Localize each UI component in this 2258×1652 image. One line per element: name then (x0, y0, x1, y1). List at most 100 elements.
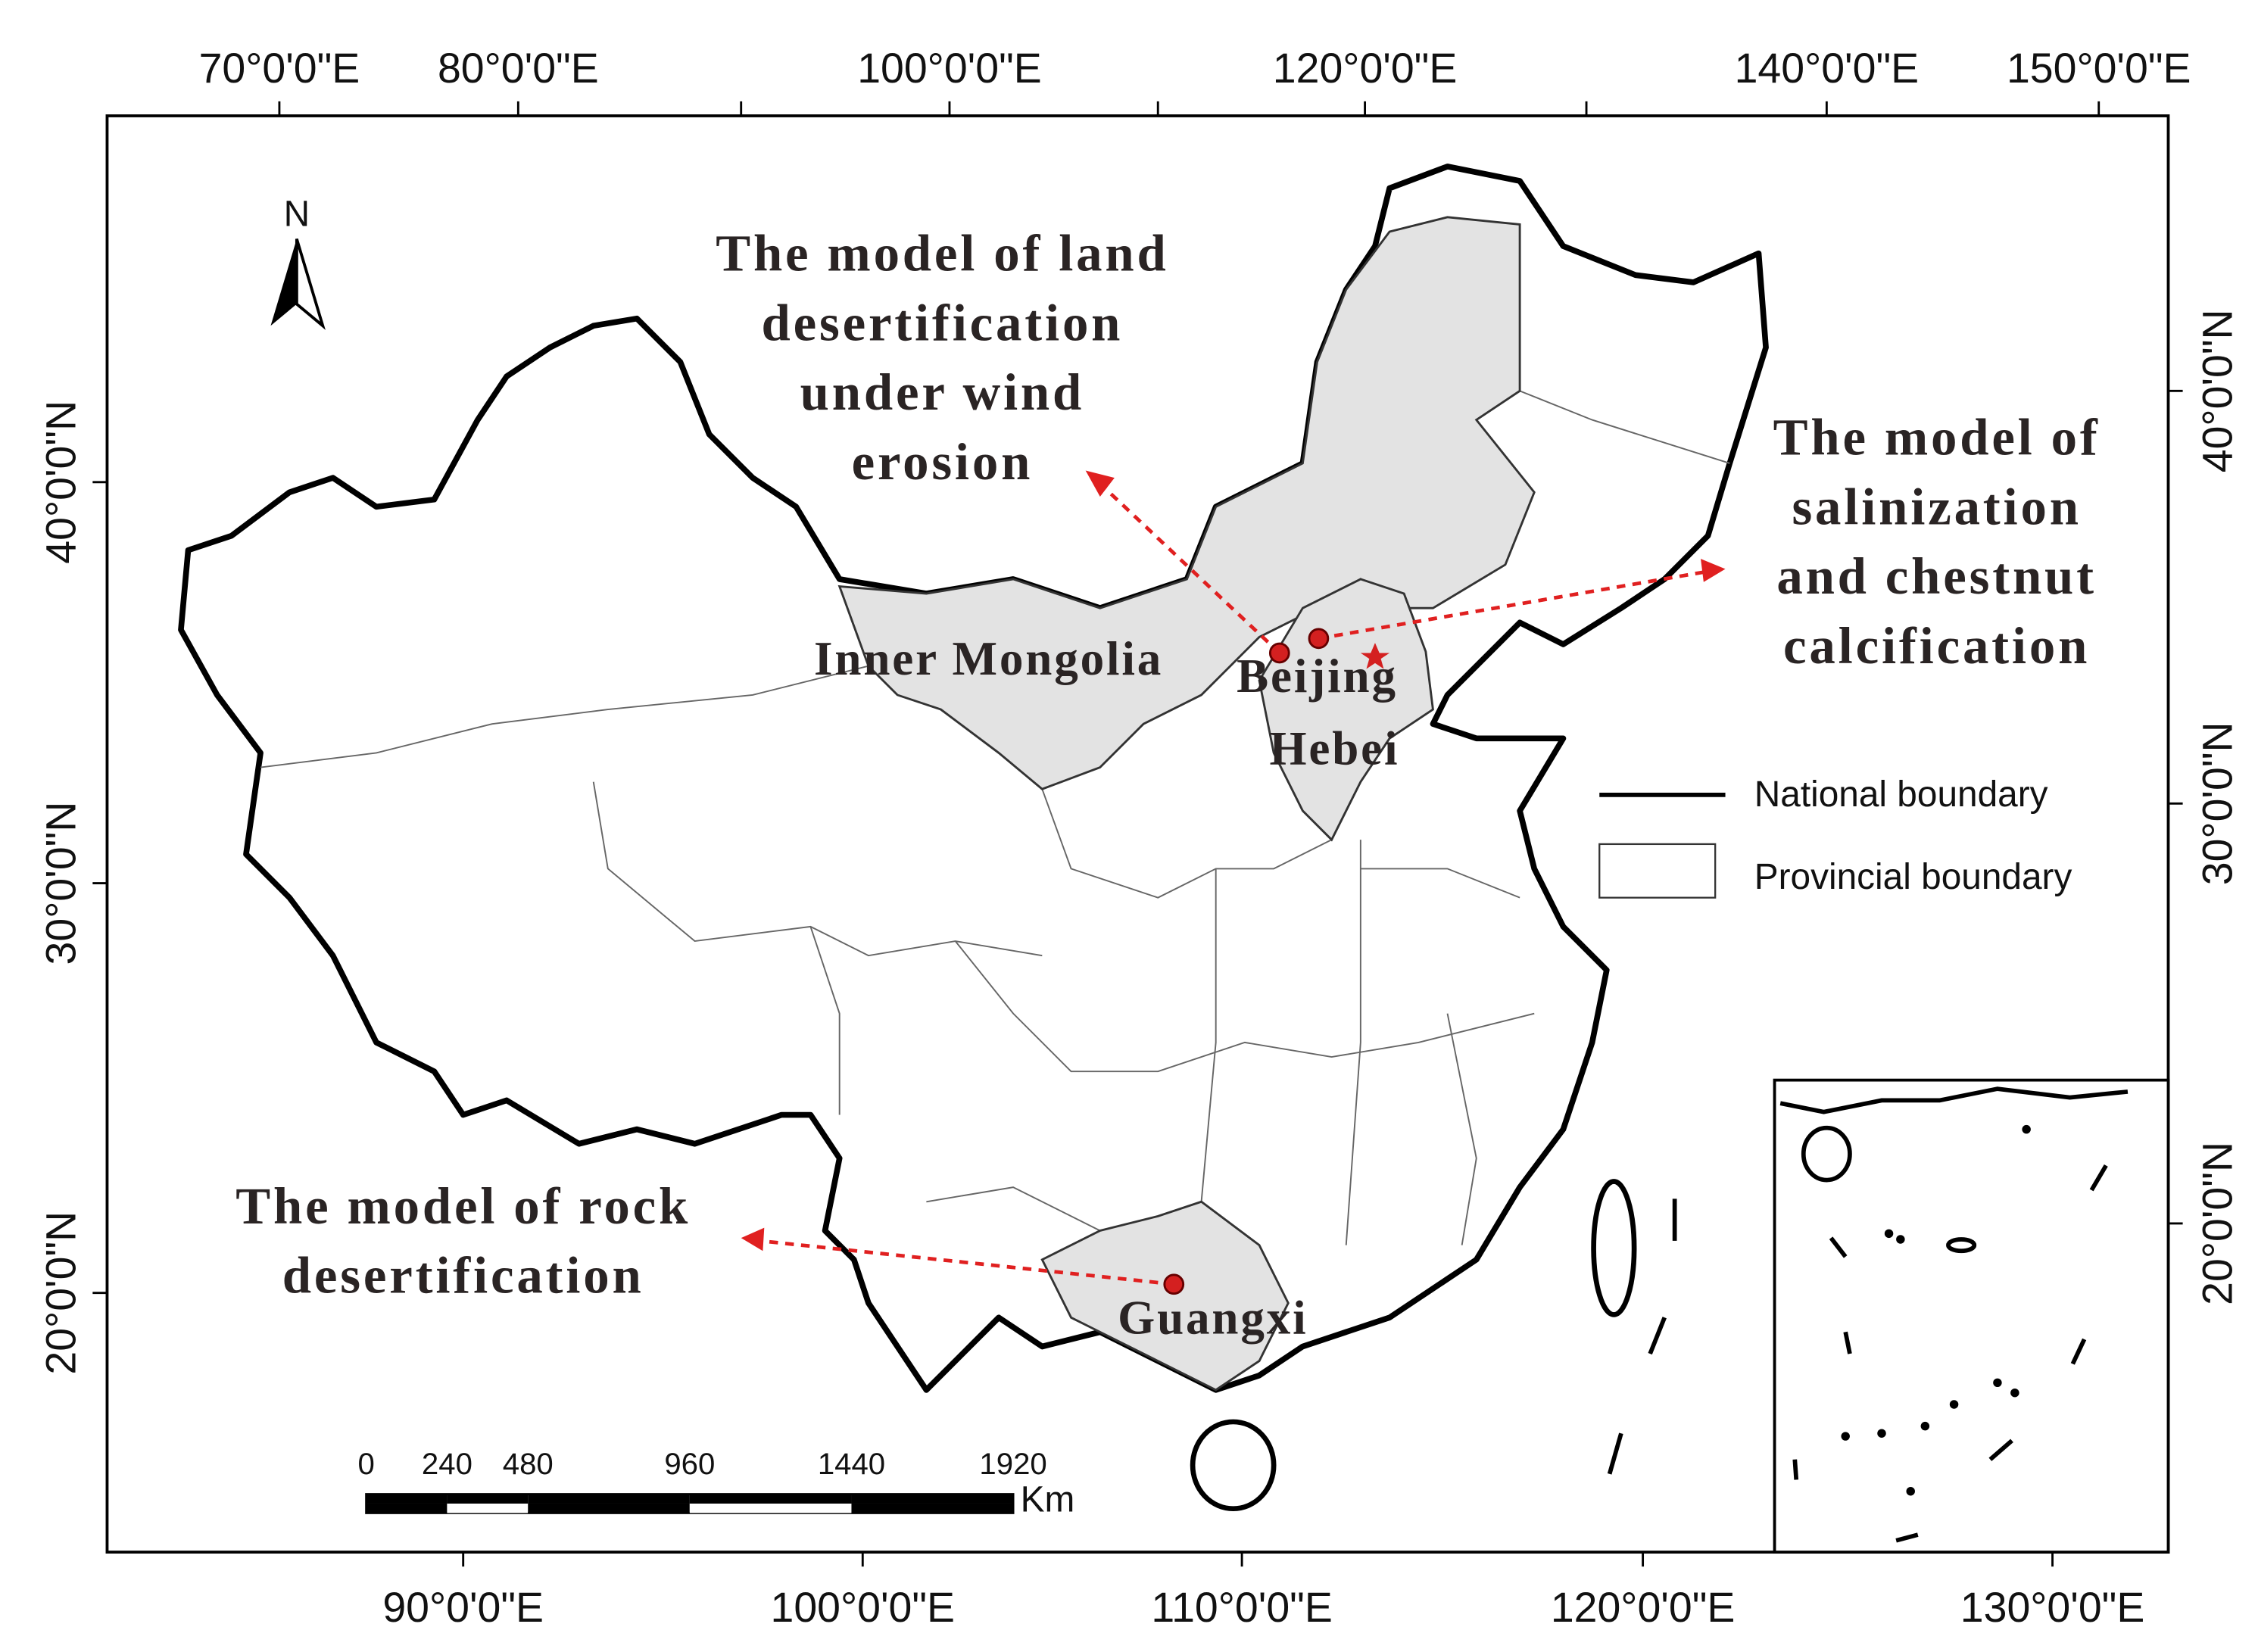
scale-segment (528, 1494, 690, 1504)
province-line (954, 940, 1535, 1073)
top-longitude-label: 120°0'0"E (1273, 45, 1458, 92)
islet (1884, 1229, 1894, 1239)
hainan-island (1190, 1419, 1277, 1512)
annotation-line: under wind (800, 363, 1084, 421)
annotation-line: salinization (1792, 478, 2081, 535)
annotation-line: The model of rock (235, 1177, 691, 1235)
province-line (1360, 868, 1520, 899)
dash (1895, 1532, 1919, 1543)
top-longitude-label: 80°0'0"E (438, 45, 599, 92)
annotation-line: The model of land (716, 225, 1168, 282)
scale-tick-label: 1440 (818, 1447, 885, 1481)
north-arrow: N (270, 194, 326, 330)
scale-segment (851, 1494, 1014, 1504)
top-longitude-label: 140°0'0"E (1735, 45, 1920, 92)
site-point (1163, 1273, 1185, 1295)
arrow-left (270, 238, 297, 326)
inset-islands (1841, 1124, 2031, 1496)
left-latitude-label: 20°0'0"N (37, 1211, 84, 1375)
capital-star (1360, 643, 1390, 669)
islet (1841, 1432, 1850, 1441)
province-line (1200, 868, 1217, 1202)
inset-map (1773, 1078, 2170, 1554)
annotation-line: calcification (1783, 617, 2090, 675)
province-line (809, 926, 841, 1115)
hebei-area (1258, 578, 1434, 842)
right-latitude-label: 40°0'0"N (2194, 309, 2241, 472)
dash (2070, 1338, 2087, 1365)
bottom-longitude-label: 130°0'0"E (1960, 1584, 2145, 1631)
dash (1843, 1331, 1852, 1354)
scale-segment (851, 1503, 1014, 1513)
scale-segment (447, 1494, 529, 1504)
inset-island (1801, 1125, 1852, 1183)
scale-segment (528, 1503, 690, 1513)
top-longitude-label: 150°0'0"E (2007, 45, 2191, 92)
dash (1829, 1236, 1848, 1258)
top-longitude-label: 100°0'0"E (857, 45, 1042, 92)
region-label: Beijing (1237, 650, 1398, 703)
top-longitude-label: 70°0'0"E (199, 45, 360, 92)
islet (2022, 1124, 2031, 1134)
arrowheads (741, 470, 1726, 1251)
provincial-boundaries (260, 390, 1730, 1245)
north-label: N (284, 194, 310, 234)
arrowhead (1085, 470, 1115, 497)
inset-island (1946, 1237, 1977, 1254)
dash (1648, 1317, 1667, 1355)
bottom-longitude-label: 100°0'0"E (771, 1584, 956, 1631)
site-point (1308, 628, 1330, 650)
labels: 70°0'0"E 80°0'0"E 100°0'0"E 120°0'0"E 140°0'… (37, 45, 2241, 1631)
islet (1920, 1421, 1930, 1431)
bottom-longitude-label: 120°0'0"E (1551, 1584, 1736, 1631)
province-line (1041, 788, 1333, 899)
scale-tick-label: 0 (357, 1447, 374, 1481)
dash (1607, 1432, 1623, 1475)
study-sites (1163, 628, 1330, 1295)
islet (1949, 1400, 1959, 1409)
bottom-longitude-label: 110°0'0"E (1151, 1584, 1332, 1631)
left-latitude-label: 30°0'0"N (37, 802, 84, 965)
islet (1906, 1486, 1915, 1496)
islet (2010, 1388, 2019, 1398)
region-label: Inner Mongolia (814, 632, 1163, 685)
legend-box-symbol (1598, 843, 1717, 899)
annotation-line: and chestnut (1776, 547, 2097, 605)
bottom-longitude-label: 90°0'0"E (382, 1584, 544, 1631)
arrow-right (295, 238, 326, 330)
arrow-line (759, 1239, 1174, 1286)
islet (1877, 1429, 1886, 1438)
scale-tick-label: 240 (422, 1447, 472, 1481)
right-latitude-label: 20°0'0"N (2194, 1142, 2241, 1305)
left-latitude-label: 40°0'0"N (37, 401, 84, 564)
dash (1988, 1438, 2013, 1461)
scale-segment (366, 1503, 448, 1513)
region-label: Hebei (1269, 722, 1399, 775)
province-line (1446, 1013, 1477, 1245)
inner-mongolia-area (837, 216, 1536, 790)
legend-label: National boundary (1754, 775, 2048, 815)
scale-segment (447, 1503, 529, 1513)
taiwan-island (1591, 1179, 1637, 1317)
guangxi-area (1040, 1200, 1290, 1392)
islet (1896, 1235, 1905, 1244)
annotation-line: desertification (762, 294, 1124, 351)
scale-segment (689, 1494, 852, 1504)
arrows (759, 482, 1706, 1286)
inset-features (1779, 1086, 2129, 1543)
scale-unit: Km (1021, 1479, 1075, 1520)
scale-segment (366, 1494, 448, 1504)
scale-tick-label: 480 (503, 1447, 554, 1481)
legend-label: Provincial boundary (1754, 857, 2072, 897)
province-line (260, 665, 869, 768)
arrow-line (1318, 570, 1706, 641)
arrowhead (1701, 559, 1726, 582)
inset-coast (1779, 1086, 2129, 1114)
arrowhead (741, 1227, 765, 1251)
annotation-line: erosion (852, 433, 1034, 491)
site-point (1268, 642, 1290, 664)
province-line (1345, 840, 1361, 1245)
scale-tick-label: 1920 (979, 1447, 1046, 1481)
annotation-line: The model of (1773, 408, 2101, 466)
nine-dash-line (1607, 1198, 1677, 1475)
